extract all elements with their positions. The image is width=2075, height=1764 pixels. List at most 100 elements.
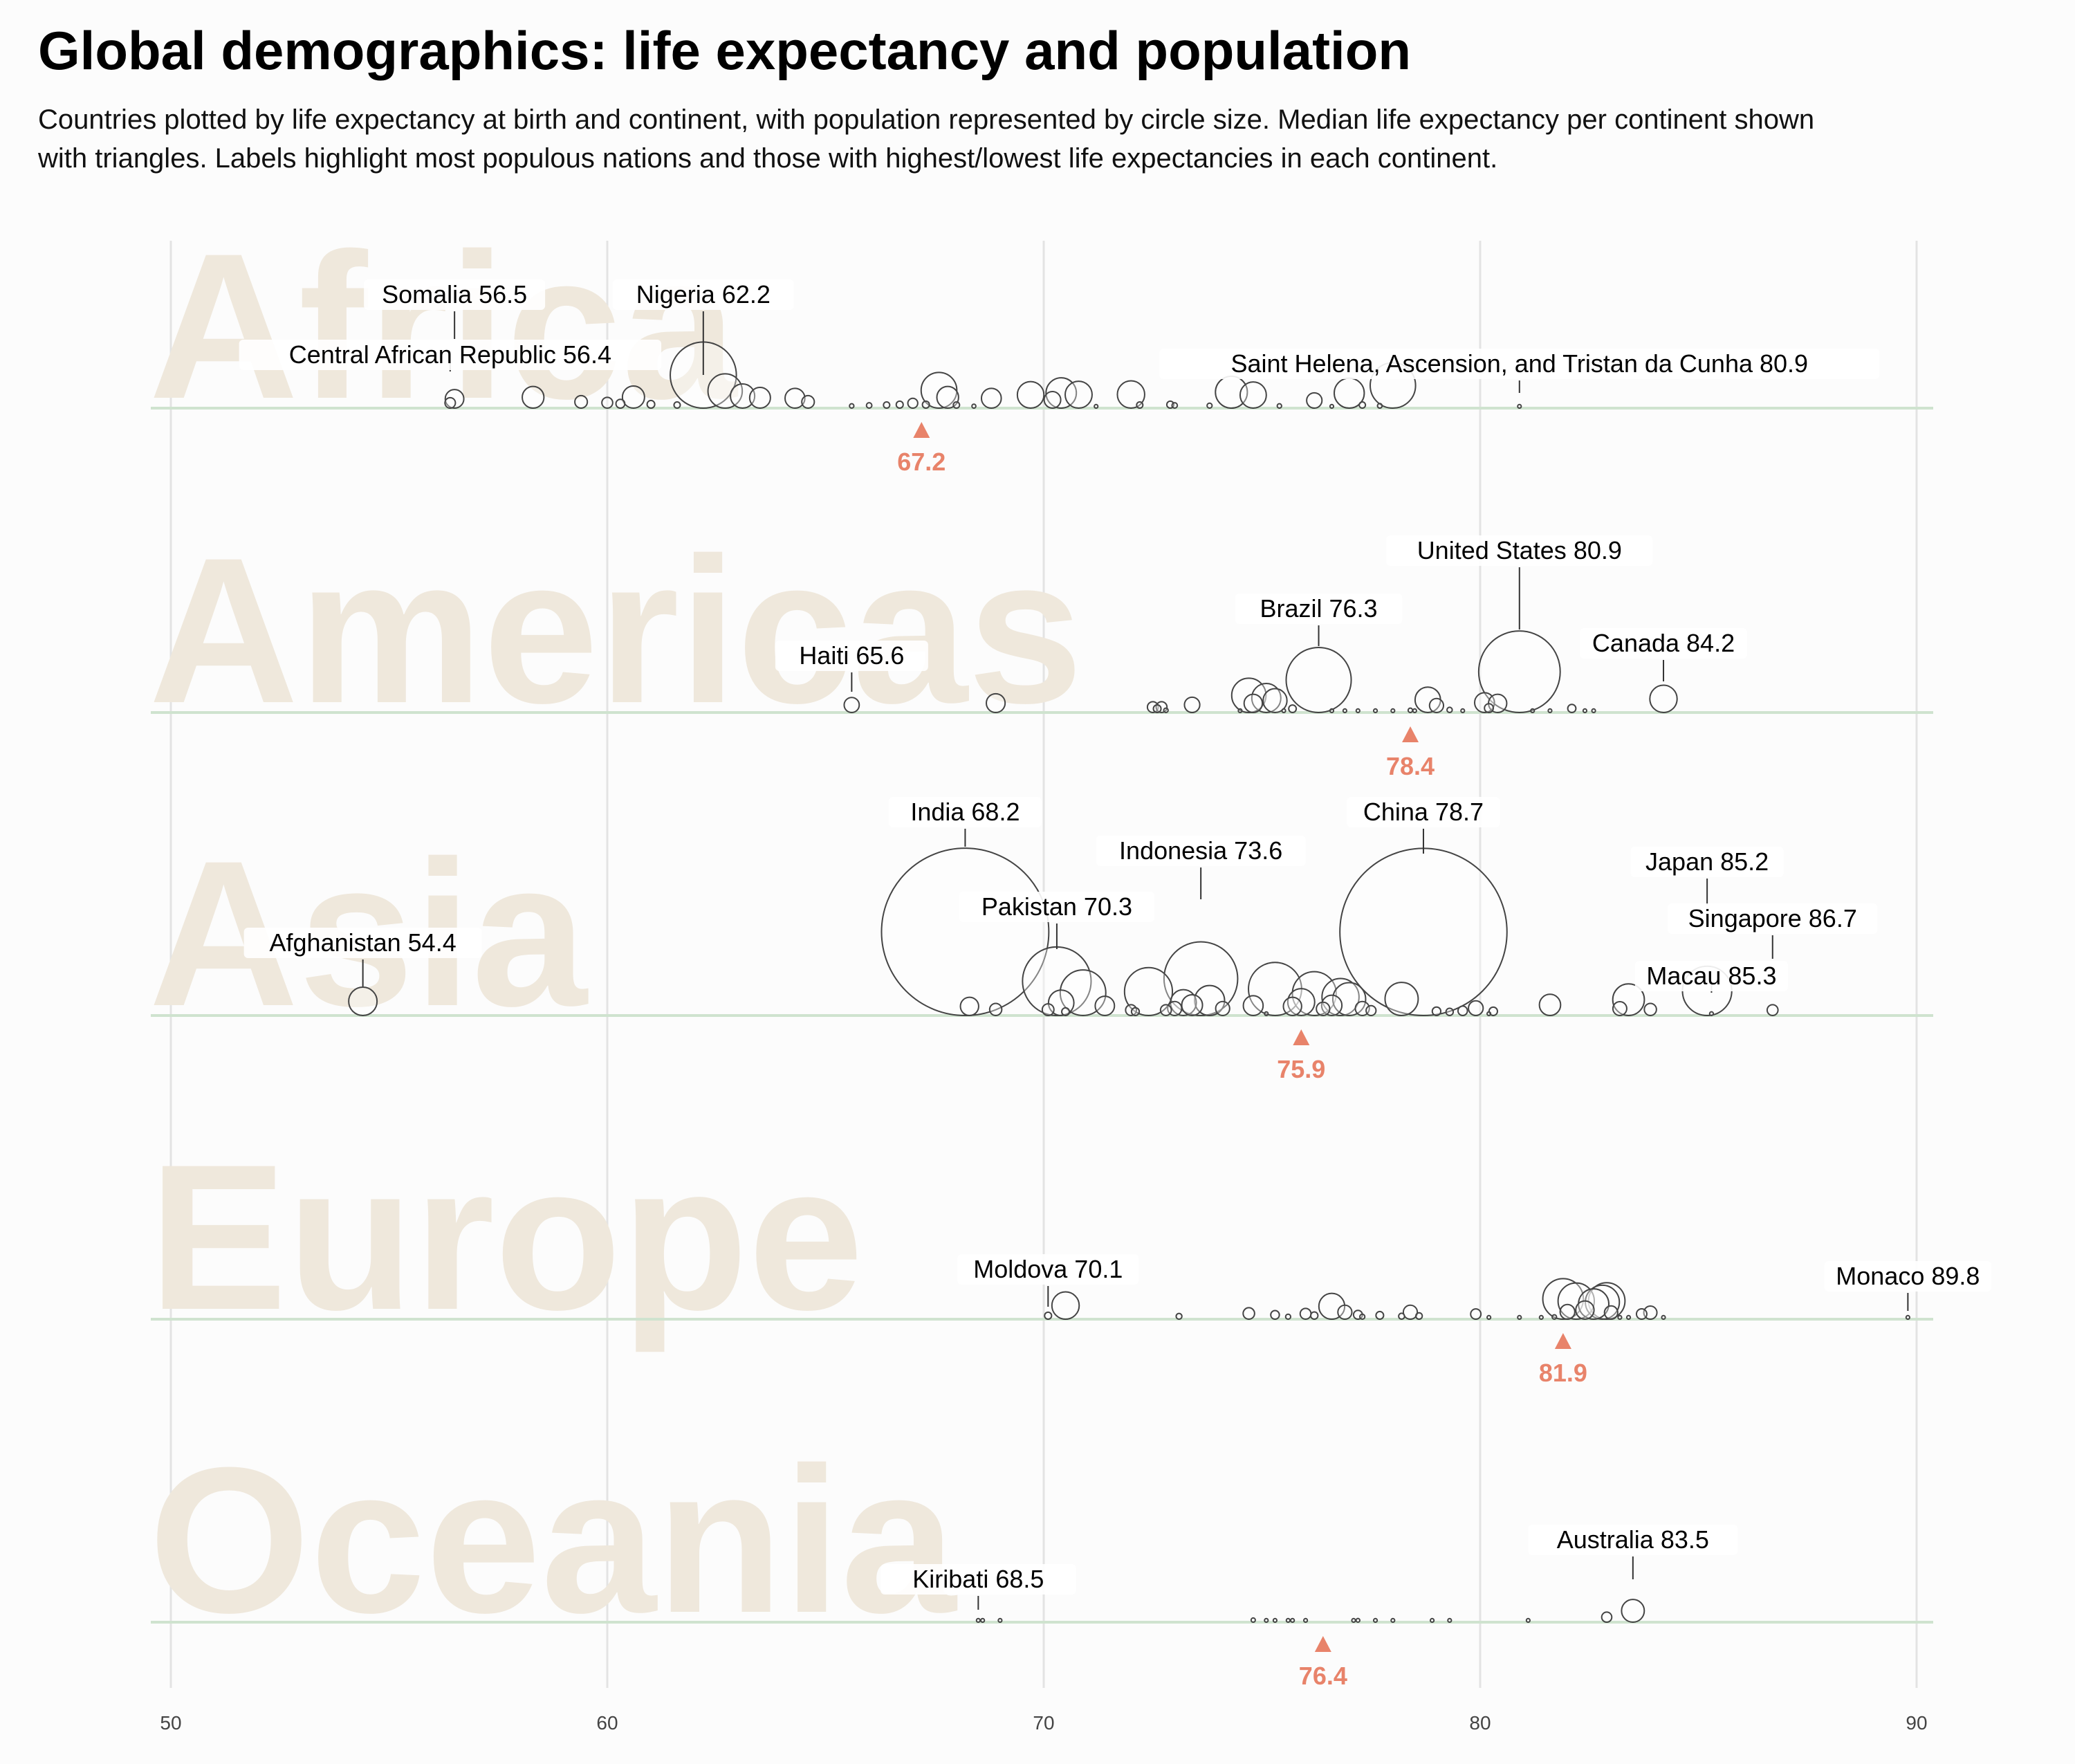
x-tick-label: 70 [1033, 1712, 1054, 1734]
country-bubble [1206, 402, 1213, 410]
country-bubble [1661, 1314, 1666, 1321]
country-bubble [971, 403, 977, 409]
country-label: China 78.7 [1363, 798, 1484, 826]
country-bubble [1342, 708, 1347, 714]
country-bubble [1239, 381, 1267, 409]
x-tick-label: 90 [1906, 1712, 1927, 1734]
country-bubble [1372, 1617, 1378, 1623]
country-bubble [673, 401, 681, 409]
chart-title: Global demographics: life expectancy and… [38, 20, 1412, 81]
country-bubble [444, 389, 465, 410]
country-bubble [1460, 708, 1466, 714]
country-bubble [1051, 1291, 1080, 1321]
country-label: Canada 84.2 [1592, 629, 1735, 657]
label-background [1630, 847, 1784, 877]
country-bubble [1477, 630, 1561, 713]
country-bubble [1486, 1011, 1492, 1017]
country-bubble [1538, 993, 1562, 1016]
country-label: Brazil 76.3 [1260, 594, 1377, 623]
country-bubble [849, 403, 855, 409]
country-bubble [348, 986, 378, 1017]
country-bubble [1316, 1001, 1331, 1016]
label-background [888, 797, 1042, 827]
country-bubble [1517, 1314, 1522, 1321]
country-bubble [1303, 1617, 1309, 1623]
country-bubble [980, 1617, 986, 1623]
country-label: India 68.2 [910, 798, 1020, 826]
country-bubble [1331, 982, 1367, 1017]
country-bubble [1355, 708, 1361, 714]
country-bubble [1446, 706, 1453, 714]
country-bubble [1428, 697, 1445, 714]
country-bubble [1215, 1000, 1230, 1017]
country-label: Nigeria 62.2 [636, 280, 771, 309]
country-label: Haiti 65.6 [799, 641, 904, 670]
country-bubble [1094, 403, 1099, 410]
median-value: 78.4 [1386, 752, 1435, 780]
country-bubble [1429, 1617, 1435, 1623]
country-bubble [1320, 994, 1343, 1017]
country-bubble [1612, 1000, 1627, 1017]
continent-label: Africa [149, 210, 738, 442]
country-bubble [1237, 708, 1243, 714]
country-bubble [1551, 1314, 1558, 1321]
country-bubble [1284, 1313, 1292, 1321]
label-background [1159, 349, 1880, 379]
label-background [1580, 628, 1747, 659]
country-bubble [1431, 1006, 1442, 1017]
label-background [239, 340, 662, 370]
country-bubble [1183, 696, 1201, 713]
country-bubble [1282, 996, 1302, 1016]
label-background [775, 641, 928, 671]
country-bubble [784, 387, 806, 409]
country-bubble [1612, 983, 1645, 1017]
country-bubble [1538, 1314, 1544, 1321]
country-bubble [1290, 1617, 1295, 1623]
country-bubble [1159, 1004, 1172, 1016]
country-bubble [646, 399, 656, 410]
country-bubble [1059, 969, 1107, 1016]
chart-subtitle: Countries plotted by life expectancy at … [38, 104, 1815, 174]
country-label: United States 80.9 [1417, 536, 1622, 564]
median-value: 76.4 [1299, 1662, 1347, 1690]
country-bubble [1175, 1312, 1183, 1321]
country-bubble [1116, 380, 1145, 409]
country-label: Indonesia 73.6 [1119, 836, 1282, 865]
country-bubble [1337, 1304, 1353, 1321]
country-bubble [1547, 708, 1553, 714]
country-bubble [1243, 693, 1264, 714]
country-bubble [1285, 646, 1352, 713]
country-bubble [1376, 403, 1383, 409]
median-triangle [1314, 1636, 1331, 1652]
country-bubble [1457, 1005, 1468, 1017]
country-bubble [1264, 1617, 1269, 1623]
country-bubble [1582, 708, 1588, 714]
country-bubble [1321, 977, 1360, 1017]
country-bubble [1016, 380, 1045, 409]
country-bubble [1171, 402, 1179, 409]
x-tick-label: 80 [1469, 1712, 1491, 1734]
country-bubble [1064, 380, 1093, 409]
country-bubble [1412, 708, 1417, 714]
country-bubble [1094, 995, 1116, 1016]
country-bubble [1407, 707, 1414, 714]
country-bubble [1468, 1000, 1484, 1017]
country-bubble [1044, 1311, 1053, 1320]
continent-label: Americas [149, 514, 1083, 746]
median-value: 75.9 [1277, 1055, 1325, 1083]
country-bubble [1285, 1617, 1291, 1623]
country-bubble [1649, 684, 1678, 713]
country-bubble [601, 396, 614, 409]
country-bubble [1264, 1011, 1269, 1017]
country-bubble [959, 996, 979, 1016]
country-label: Singapore 86.7 [1688, 904, 1857, 932]
country-bubble [1250, 1617, 1256, 1623]
country-bubble [1262, 688, 1288, 713]
label-background [612, 279, 794, 310]
country-bubble [1484, 703, 1495, 713]
country-bubble [1355, 1617, 1361, 1624]
median-triangle [1402, 726, 1419, 742]
country-bubble [1272, 1617, 1278, 1623]
label-background [1528, 1525, 1738, 1555]
